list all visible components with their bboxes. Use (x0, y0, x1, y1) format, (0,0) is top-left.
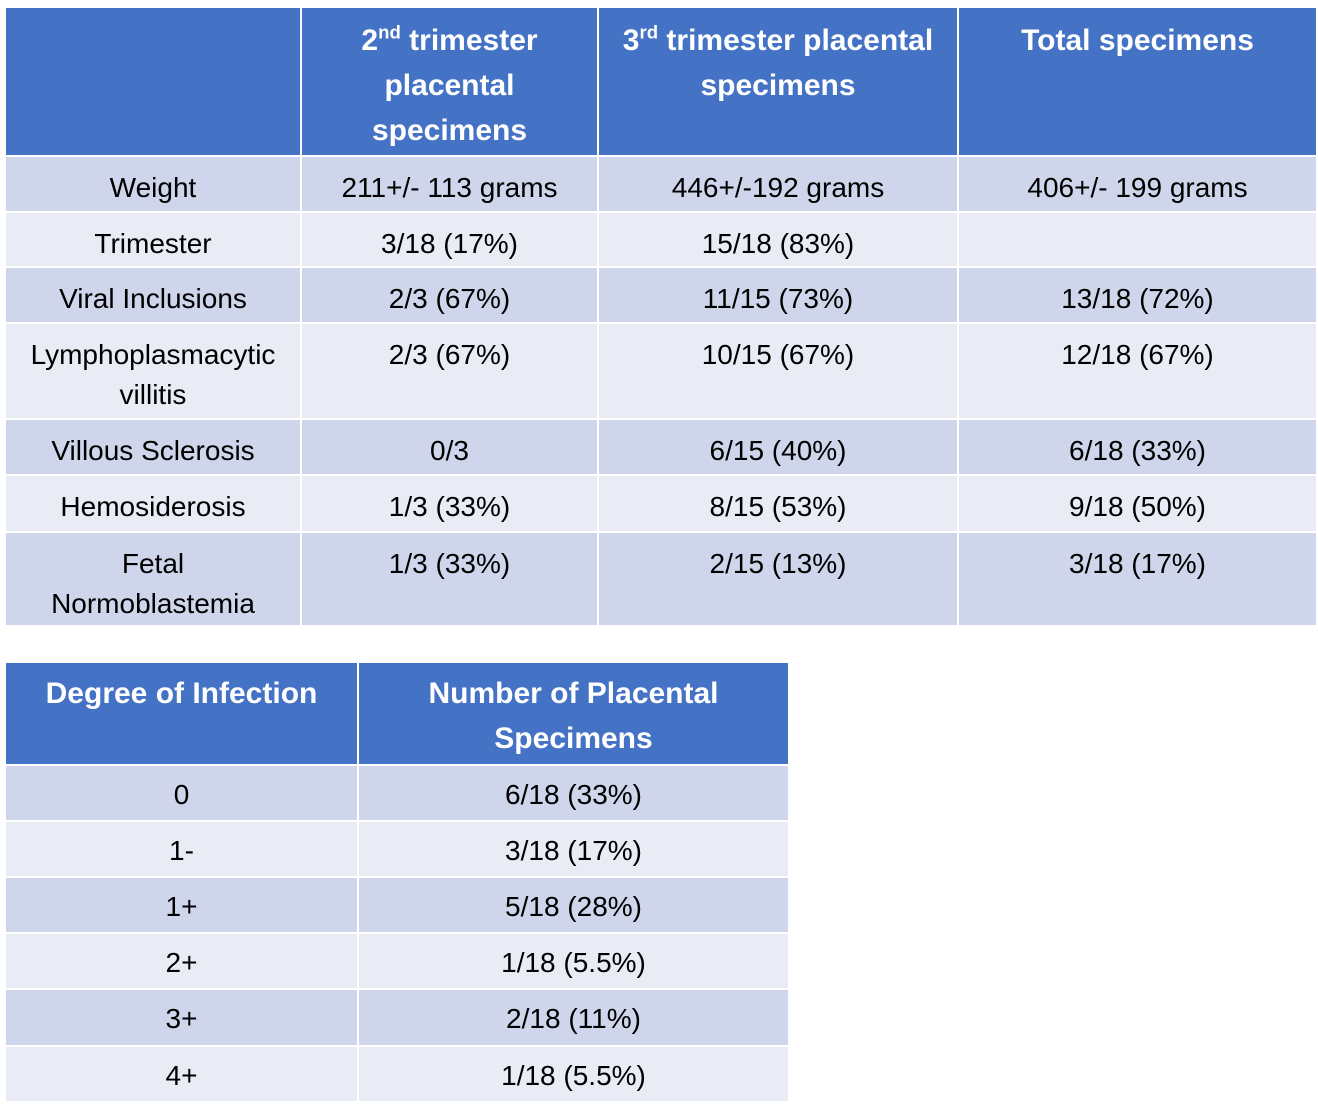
cell-3rd-trimester: 446+/-192 grams (597, 155, 959, 213)
header-cell-total: Total specimens (957, 6, 1318, 157)
cell-3rd-trimester: 11/15 (73%) (597, 266, 959, 324)
header-row: 2nd trimester placental specimens 3rd tr… (4, 6, 1318, 157)
degree-cell: 1- (4, 820, 359, 878)
cell-2nd-trimester: 0/3 (300, 418, 599, 476)
row-label: Fetal Normoblastemia (4, 531, 302, 627)
table-row-lymphoplasmacytic-villitis: Lymphoplasmacytic villitis 2/3 (67%) 10/… (4, 322, 1318, 420)
table-row-fetal-normoblastemia: Fetal Normoblastemia 1/3 (33%) 2/15 (13%… (4, 531, 1318, 627)
row-label: Villous Sclerosis (4, 418, 302, 476)
header-cell-degree: Degree of Infection (4, 661, 359, 766)
table-row-villous-sclerosis: Villous Sclerosis 0/3 6/15 (40%) 6/18 (3… (4, 418, 1318, 476)
cell-total: 6/18 (33%) (957, 418, 1318, 476)
cell-3rd-trimester: 10/15 (67%) (597, 322, 959, 420)
cell-3rd-trimester: 6/15 (40%) (597, 418, 959, 476)
row-label: Lymphoplasmacytic villitis (4, 322, 302, 420)
row-label: Viral Inclusions (4, 266, 302, 324)
header-cell-2nd-trimester: 2nd trimester placental specimens (300, 6, 599, 157)
header-cell-3rd-trimester: 3rd trimester placental specimens (597, 6, 959, 157)
table-row-weight: Weight 211+/- 113 grams 446+/-192 grams … (4, 155, 1318, 213)
degree-cell: 4+ (4, 1045, 359, 1103)
table-row-trimester: Trimester 3/18 (17%) 15/18 (83%) (4, 211, 1318, 268)
cell-3rd-trimester: 15/18 (83%) (597, 211, 959, 268)
degree-cell: 0 (4, 764, 359, 822)
cell-2nd-trimester: 3/18 (17%) (300, 211, 599, 268)
header-total-label: Total specimens (1021, 24, 1254, 57)
cell-2nd-trimester: 1/3 (33%) (300, 474, 599, 533)
cell-2nd-trimester: 2/3 (67%) (300, 322, 599, 420)
count-cell: 1/18 (5.5%) (357, 1045, 790, 1103)
placental-findings-table: 2nd trimester placental specimens 3rd tr… (4, 6, 1318, 627)
table-row: 1+ 5/18 (28%) (4, 876, 790, 934)
degree-cell: 1+ (4, 876, 359, 934)
cell-total (957, 211, 1318, 268)
header-3rd-rest: trimester placental specimens (658, 24, 934, 102)
row-label: Trimester (4, 211, 302, 268)
table-row: 3+ 2/18 (11%) (4, 988, 790, 1047)
table-row: 0 6/18 (33%) (4, 764, 790, 822)
header-row: Degree of Infection Number of Placental … (4, 661, 790, 766)
table-row: 1- 3/18 (17%) (4, 820, 790, 878)
cell-total: 13/18 (72%) (957, 266, 1318, 324)
cell-2nd-trimester: 2/3 (67%) (300, 266, 599, 324)
cell-total: 12/18 (67%) (957, 322, 1318, 420)
table-row-hemosiderosis: Hemosiderosis 1/3 (33%) 8/15 (53%) 9/18 … (4, 474, 1318, 533)
header-2nd-rest: trimester placental specimens (371, 24, 538, 147)
cell-2nd-trimester: 211+/- 113 grams (300, 155, 599, 213)
row-label: Hemosiderosis (4, 474, 302, 533)
degree-cell: 3+ (4, 988, 359, 1047)
row-label: Weight (4, 155, 302, 213)
cell-2nd-trimester: 1/3 (33%) (300, 531, 599, 627)
cell-total: 3/18 (17%) (957, 531, 1318, 627)
header-3rd-base: 3 (622, 24, 640, 57)
table-row-viral-inclusions: Viral Inclusions 2/3 (67%) 11/15 (73%) 1… (4, 266, 1318, 324)
count-cell: 6/18 (33%) (357, 764, 790, 822)
header-cell-number: Number of Placental Specimens (357, 661, 790, 766)
header-cell-blank (4, 6, 302, 157)
count-cell: 1/18 (5.5%) (357, 932, 790, 990)
header-2nd-base: 2 (361, 24, 379, 57)
cell-total: 406+/- 199 grams (957, 155, 1318, 213)
header-2nd-sup: nd (378, 21, 401, 43)
cell-total: 9/18 (50%) (957, 474, 1318, 533)
cell-3rd-trimester: 8/15 (53%) (597, 474, 959, 533)
count-cell: 3/18 (17%) (357, 820, 790, 878)
degree-cell: 2+ (4, 932, 359, 990)
table-row: 2+ 1/18 (5.5%) (4, 932, 790, 990)
degree-of-infection-table: Degree of Infection Number of Placental … (4, 661, 790, 1103)
cell-3rd-trimester: 2/15 (13%) (597, 531, 959, 627)
count-cell: 5/18 (28%) (357, 876, 790, 934)
header-3rd-sup: rd (639, 21, 659, 43)
table-row: 4+ 1/18 (5.5%) (4, 1045, 790, 1103)
count-cell: 2/18 (11%) (357, 988, 790, 1047)
